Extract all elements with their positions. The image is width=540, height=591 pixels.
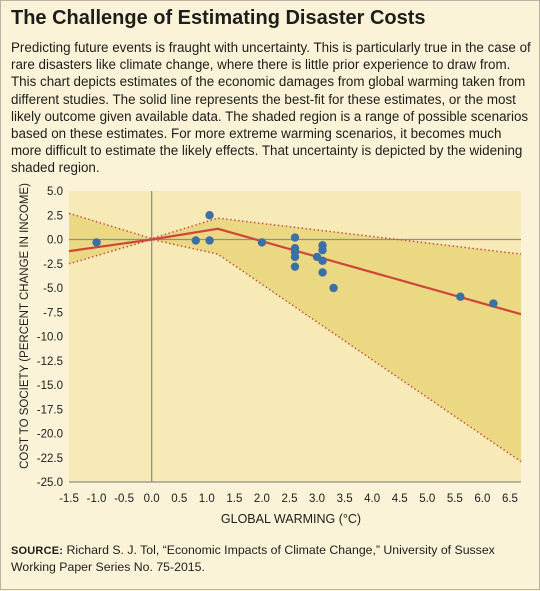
- y-tick-label: -22.5: [37, 453, 63, 465]
- best-fit-layer: [68, 227, 522, 316]
- y-tick-label: -25.0: [37, 477, 63, 489]
- x-tick-label: 2.0: [254, 493, 270, 505]
- y-tick-label: 5.0: [47, 186, 63, 198]
- x-tick-label: -1.5: [59, 493, 79, 505]
- data-point: [92, 238, 101, 247]
- best-fit-line: [68, 227, 522, 316]
- data-point: [318, 245, 327, 255]
- uncertainty-region-layer: [69, 213, 521, 462]
- x-tick-label: 2.5: [281, 493, 297, 505]
- x-tick-label: 0.0: [144, 493, 160, 505]
- x-tick-label: 3.0: [309, 493, 325, 505]
- lower-bound-line: [68, 238, 522, 463]
- data-point: [290, 233, 300, 242]
- x-tick-label: 6.5: [502, 493, 518, 505]
- x-tick-label: 4.5: [392, 493, 408, 505]
- data-point: [318, 256, 327, 266]
- y-tick-label: -7.5: [43, 307, 63, 319]
- x-tick-label: 0.5: [171, 493, 187, 505]
- bound-lines-layer: [68, 212, 522, 463]
- x-tick-label: 4.0: [364, 493, 380, 505]
- y-tick-label: -12.5: [37, 356, 63, 368]
- y-tick-label: 0.0: [47, 235, 63, 247]
- source-text: Richard S. J. Tol, “Economic Impacts of …: [11, 543, 495, 574]
- x-tick-label: 5.0: [419, 493, 435, 505]
- data-point: [257, 238, 267, 247]
- data-point: [329, 283, 338, 293]
- data-point: [191, 236, 200, 245]
- data-point: [318, 268, 327, 277]
- tick-labels-layer: -1.5 -1.0 -0.5 0.0 0.5 1.0 1.5 2.0 2.5 3.0 3.5 4.0 4…: [37, 186, 518, 505]
- data-point: [290, 252, 300, 262]
- data-point: [205, 211, 214, 220]
- data-points-layer: [92, 211, 498, 308]
- x-tick-label: -0.5: [114, 493, 134, 505]
- y-tick-label: -15.0: [37, 380, 63, 392]
- source-label: SOURCE:: [11, 545, 64, 557]
- upper-bound-line: [68, 212, 522, 255]
- x-tick-label: 1.0: [199, 493, 215, 505]
- y-tick-label: -20.0: [37, 429, 63, 441]
- y-tick-label: -5.0: [43, 283, 63, 295]
- x-axis-label: GLOBAL WARMING (°C): [221, 512, 361, 526]
- x-tick-label: 5.5: [447, 493, 463, 505]
- uncertainty-region: [69, 213, 521, 462]
- x-tick-label: 6.0: [474, 493, 490, 505]
- y-axis-label: COST TO SOCIETY (PERCENT CHANGE IN INCOM…: [19, 183, 31, 469]
- source-note: SOURCE: Richard S. J. Tol, “Economic Imp…: [11, 542, 526, 575]
- y-tick-label: -2.5: [43, 259, 63, 271]
- y-tick-label: -17.5: [37, 404, 63, 416]
- data-point: [205, 236, 214, 245]
- chart-description: Predicting future events is fraught with…: [11, 40, 531, 176]
- y-tick-label: -10.0: [37, 332, 63, 344]
- x-tick-label: 1.5: [226, 493, 242, 505]
- x-tick-label: -1.0: [87, 493, 107, 505]
- chart-title: The Challenge of Estimating Disaster Cos…: [11, 7, 426, 29]
- data-point: [290, 262, 300, 271]
- data-point: [489, 299, 498, 308]
- x-tick-label: 3.5: [337, 493, 353, 505]
- data-point: [456, 292, 465, 301]
- y-tick-label: 2.5: [47, 210, 63, 222]
